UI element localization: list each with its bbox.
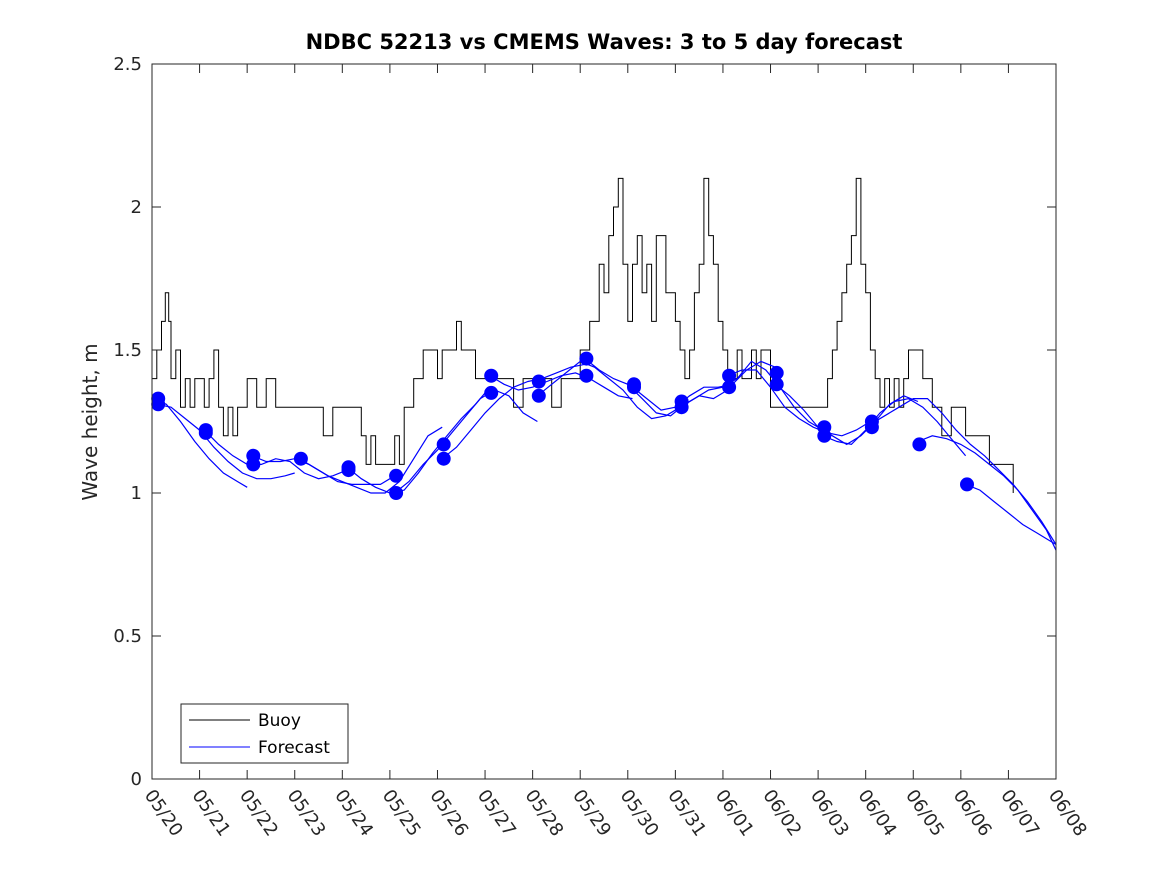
forecast-marker: [436, 437, 451, 452]
x-tick-label: 05/20: [140, 786, 187, 841]
forecast-marker: [531, 388, 546, 403]
legend: Buoy Forecast: [180, 703, 349, 764]
forecast-line: [632, 360, 776, 411]
x-tick-label: 06/01: [711, 786, 758, 841]
forecast-line: [156, 403, 295, 480]
forecast-marker: [912, 437, 927, 452]
forecast-line: [441, 363, 586, 460]
y-tick-label: 2: [131, 197, 142, 218]
x-tick-label: 05/30: [616, 786, 663, 841]
forecast-marker: [389, 486, 404, 500]
forecast-marker: [769, 365, 784, 380]
forecast-marker: [579, 368, 594, 383]
forecast-series-layer: [151, 358, 1057, 551]
x-tick-label: 06/02: [758, 786, 805, 841]
x-tick-label: 06/05: [901, 786, 948, 841]
x-tick-label: 05/27: [473, 786, 520, 841]
forecast-marker: [246, 457, 261, 472]
x-tick-label: 05/26: [425, 786, 472, 841]
forecast-marker: [293, 451, 308, 466]
legend-box: [180, 703, 349, 764]
forecast-marker-layer: [151, 351, 974, 500]
x-tick-label: 06/06: [949, 786, 996, 841]
forecast-line: [965, 483, 1057, 546]
forecast-marker: [579, 351, 594, 366]
forecast-line: [822, 397, 967, 457]
plot-area: [152, 64, 1056, 779]
forecast-marker: [151, 397, 166, 412]
x-tick-label: 05/21: [187, 786, 234, 841]
forecast-marker: [722, 380, 737, 395]
x-tick-label: 05/24: [330, 786, 377, 841]
forecast-marker: [864, 420, 879, 435]
x-tick-label: 05/23: [283, 786, 330, 841]
y-tick-label: 0.5: [113, 626, 142, 647]
forecast-marker: [389, 468, 404, 483]
forecast-marker: [674, 400, 689, 415]
forecast-marker: [627, 380, 641, 395]
forecast-marker: [484, 385, 499, 400]
forecast-line: [584, 358, 729, 417]
forecast-line: [489, 372, 633, 400]
y-tick-label: 1.5: [113, 340, 142, 361]
forecast-marker: [198, 425, 213, 440]
x-tick-label: 06/04: [854, 786, 901, 841]
forecast-line: [870, 398, 1057, 545]
buoy-series-layer: [152, 177, 1014, 493]
x-tick-label: 05/31: [663, 786, 710, 841]
legend-forecast-label: Forecast: [258, 738, 330, 758]
plot-frame: [151, 63, 1057, 780]
forecast-line: [917, 435, 1057, 551]
x-tick-label: 05/29: [568, 786, 615, 841]
x-tick-label: 05/25: [378, 786, 425, 841]
y-tick-label: 2.5: [113, 54, 142, 75]
forecast-marker: [484, 368, 499, 383]
x-tick-label: 06/07: [996, 786, 1043, 841]
legend-buoy-label: Buoy: [258, 711, 301, 731]
buoy-line: [152, 177, 1014, 493]
forecast-marker: [722, 368, 737, 383]
forecast-line: [299, 426, 443, 494]
forecast-line: [203, 429, 348, 480]
forecast-marker: [769, 377, 784, 392]
x-tick-label: 06/08: [1044, 786, 1091, 841]
y-tick-label: 1: [131, 483, 142, 504]
forecast-marker: [960, 477, 974, 492]
chart-title: NDBC 52213 vs CMEMS Waves: 3 to 5 day fo…: [305, 30, 903, 54]
forecast-line: [346, 392, 486, 494]
forecast-line: [537, 360, 681, 420]
y-axis: 0 0.5 1 1.5 2 2.5: [113, 54, 1056, 790]
forecast-marker: [436, 451, 451, 466]
x-tick-label: 05/22: [235, 786, 282, 841]
forecast-line: [679, 360, 824, 431]
forecast-marker: [817, 428, 832, 443]
forecast-line: [394, 389, 538, 494]
x-tick-label: 06/03: [806, 786, 853, 841]
forecast-marker: [531, 374, 546, 389]
y-tick-label: 0: [131, 769, 142, 790]
x-tick-label: 05/28: [521, 786, 568, 841]
forecast-line: [727, 369, 871, 437]
forecast-marker: [341, 463, 356, 478]
